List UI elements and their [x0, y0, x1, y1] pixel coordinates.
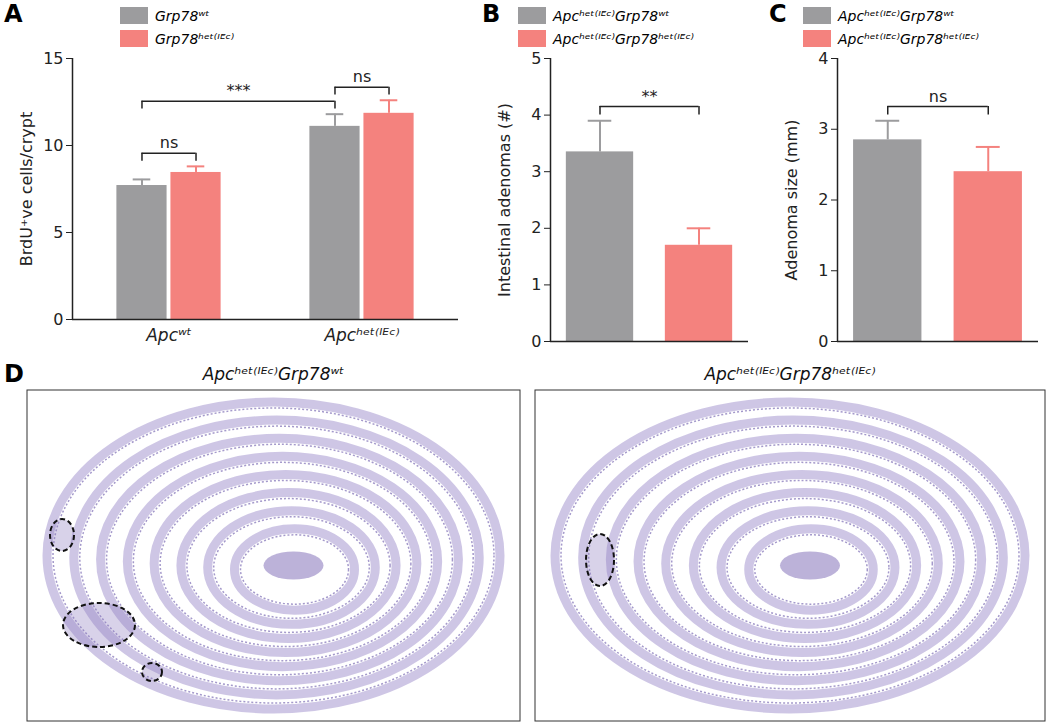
svg-text:3: 3: [531, 162, 541, 181]
svg-text:1: 1: [531, 275, 541, 294]
svg-text:10: 10: [43, 136, 63, 155]
html-text:Apcʰᵉᵗ⁽ᴵᴱᶜ⁾Grp78ʰᵉᵗ⁽ᴵᴱᶜ⁾: Apcʰᵉᵗ⁽ᴵᴱᶜ⁾Grp78ʰᵉᵗ⁽ᴵᴱᶜ⁾: [838, 30, 979, 47]
svg-text:5: 5: [531, 49, 541, 68]
html-text:Apcʰᵉᵗ⁽ᴵᴱᶜ⁾Grp78ʷᵗ: Apcʰᵉᵗ⁽ᴵᴱᶜ⁾Grp78ʷᵗ: [553, 7, 670, 24]
svg-text:Apcʰᵉᵗ⁽ᴵᴱᶜ⁾: Apcʰᵉᵗ⁽ᴵᴱᶜ⁾: [323, 325, 399, 345]
svg-text:0: 0: [818, 332, 828, 351]
svg-text:2: 2: [818, 190, 828, 209]
html-text:Grp78ʷᵗ: Grp78ʷᵗ: [155, 7, 210, 24]
svg-text:0: 0: [531, 332, 541, 351]
svg-text:1: 1: [818, 261, 828, 280]
svg-text:4: 4: [818, 49, 828, 68]
svg-text:Apcʰᵉᵗ⁽ᴵᴱᶜ⁾Grp78ʰᵉᵗ⁽ᴵᴱᶜ⁾: Apcʰᵉᵗ⁽ᴵᴱᶜ⁾Grp78ʰᵉᵗ⁽ᴵᴱᶜ⁾: [703, 364, 875, 384]
html-text:Apcʰᵉᵗ⁽ᴵᴱᶜ⁾Grp78ʰᵉᵗ⁽ᴵᴱᶜ⁾: Apcʰᵉᵗ⁽ᴵᴱᶜ⁾Grp78ʰᵉᵗ⁽ᴵᴱᶜ⁾: [553, 30, 694, 47]
svg-text:ns: ns: [929, 87, 947, 106]
svg-text:***: ***: [226, 81, 250, 100]
html-text:Grp78ʰᵉᵗ⁽ᴵᴱᶜ⁾: Grp78ʰᵉᵗ⁽ᴵᴱᶜ⁾: [155, 30, 235, 47]
svg-text:ns: ns: [353, 67, 371, 86]
svg-text:Adenoma size (mm): Adenoma size (mm): [782, 120, 801, 281]
svg-text:3: 3: [818, 119, 828, 138]
svg-text:2: 2: [531, 218, 541, 237]
svg-text:Intestinal adenomas (#): Intestinal adenomas (#): [495, 103, 514, 297]
html-text:Apcʰᵉᵗ⁽ᴵᴱᶜ⁾Grp78ʷᵗ: Apcʰᵉᵗ⁽ᴵᴱᶜ⁾Grp78ʷᵗ: [838, 7, 955, 24]
html-text:B: B: [482, 0, 501, 28]
html-text:C: C: [769, 0, 787, 28]
html-text:A: A: [4, 0, 23, 28]
svg-text:15: 15: [43, 49, 63, 68]
svg-text:0: 0: [53, 310, 63, 329]
svg-text:ns: ns: [160, 133, 178, 152]
svg-text:**: **: [642, 87, 658, 106]
svg-text:BrdU⁺ve cells/crypt: BrdU⁺ve cells/crypt: [17, 112, 36, 267]
svg-text:Apcʰᵉᵗ⁽ᴵᴱᶜ⁾Grp78ʷᵗ: Apcʰᵉᵗ⁽ᴵᴱᶜ⁾Grp78ʷᵗ: [202, 364, 345, 384]
svg-text:D: D: [4, 360, 24, 388]
svg-text:Apcʷᵗ: Apcʷᵗ: [145, 325, 192, 345]
svg-text:4: 4: [531, 105, 541, 124]
svg-text:5: 5: [53, 223, 63, 242]
